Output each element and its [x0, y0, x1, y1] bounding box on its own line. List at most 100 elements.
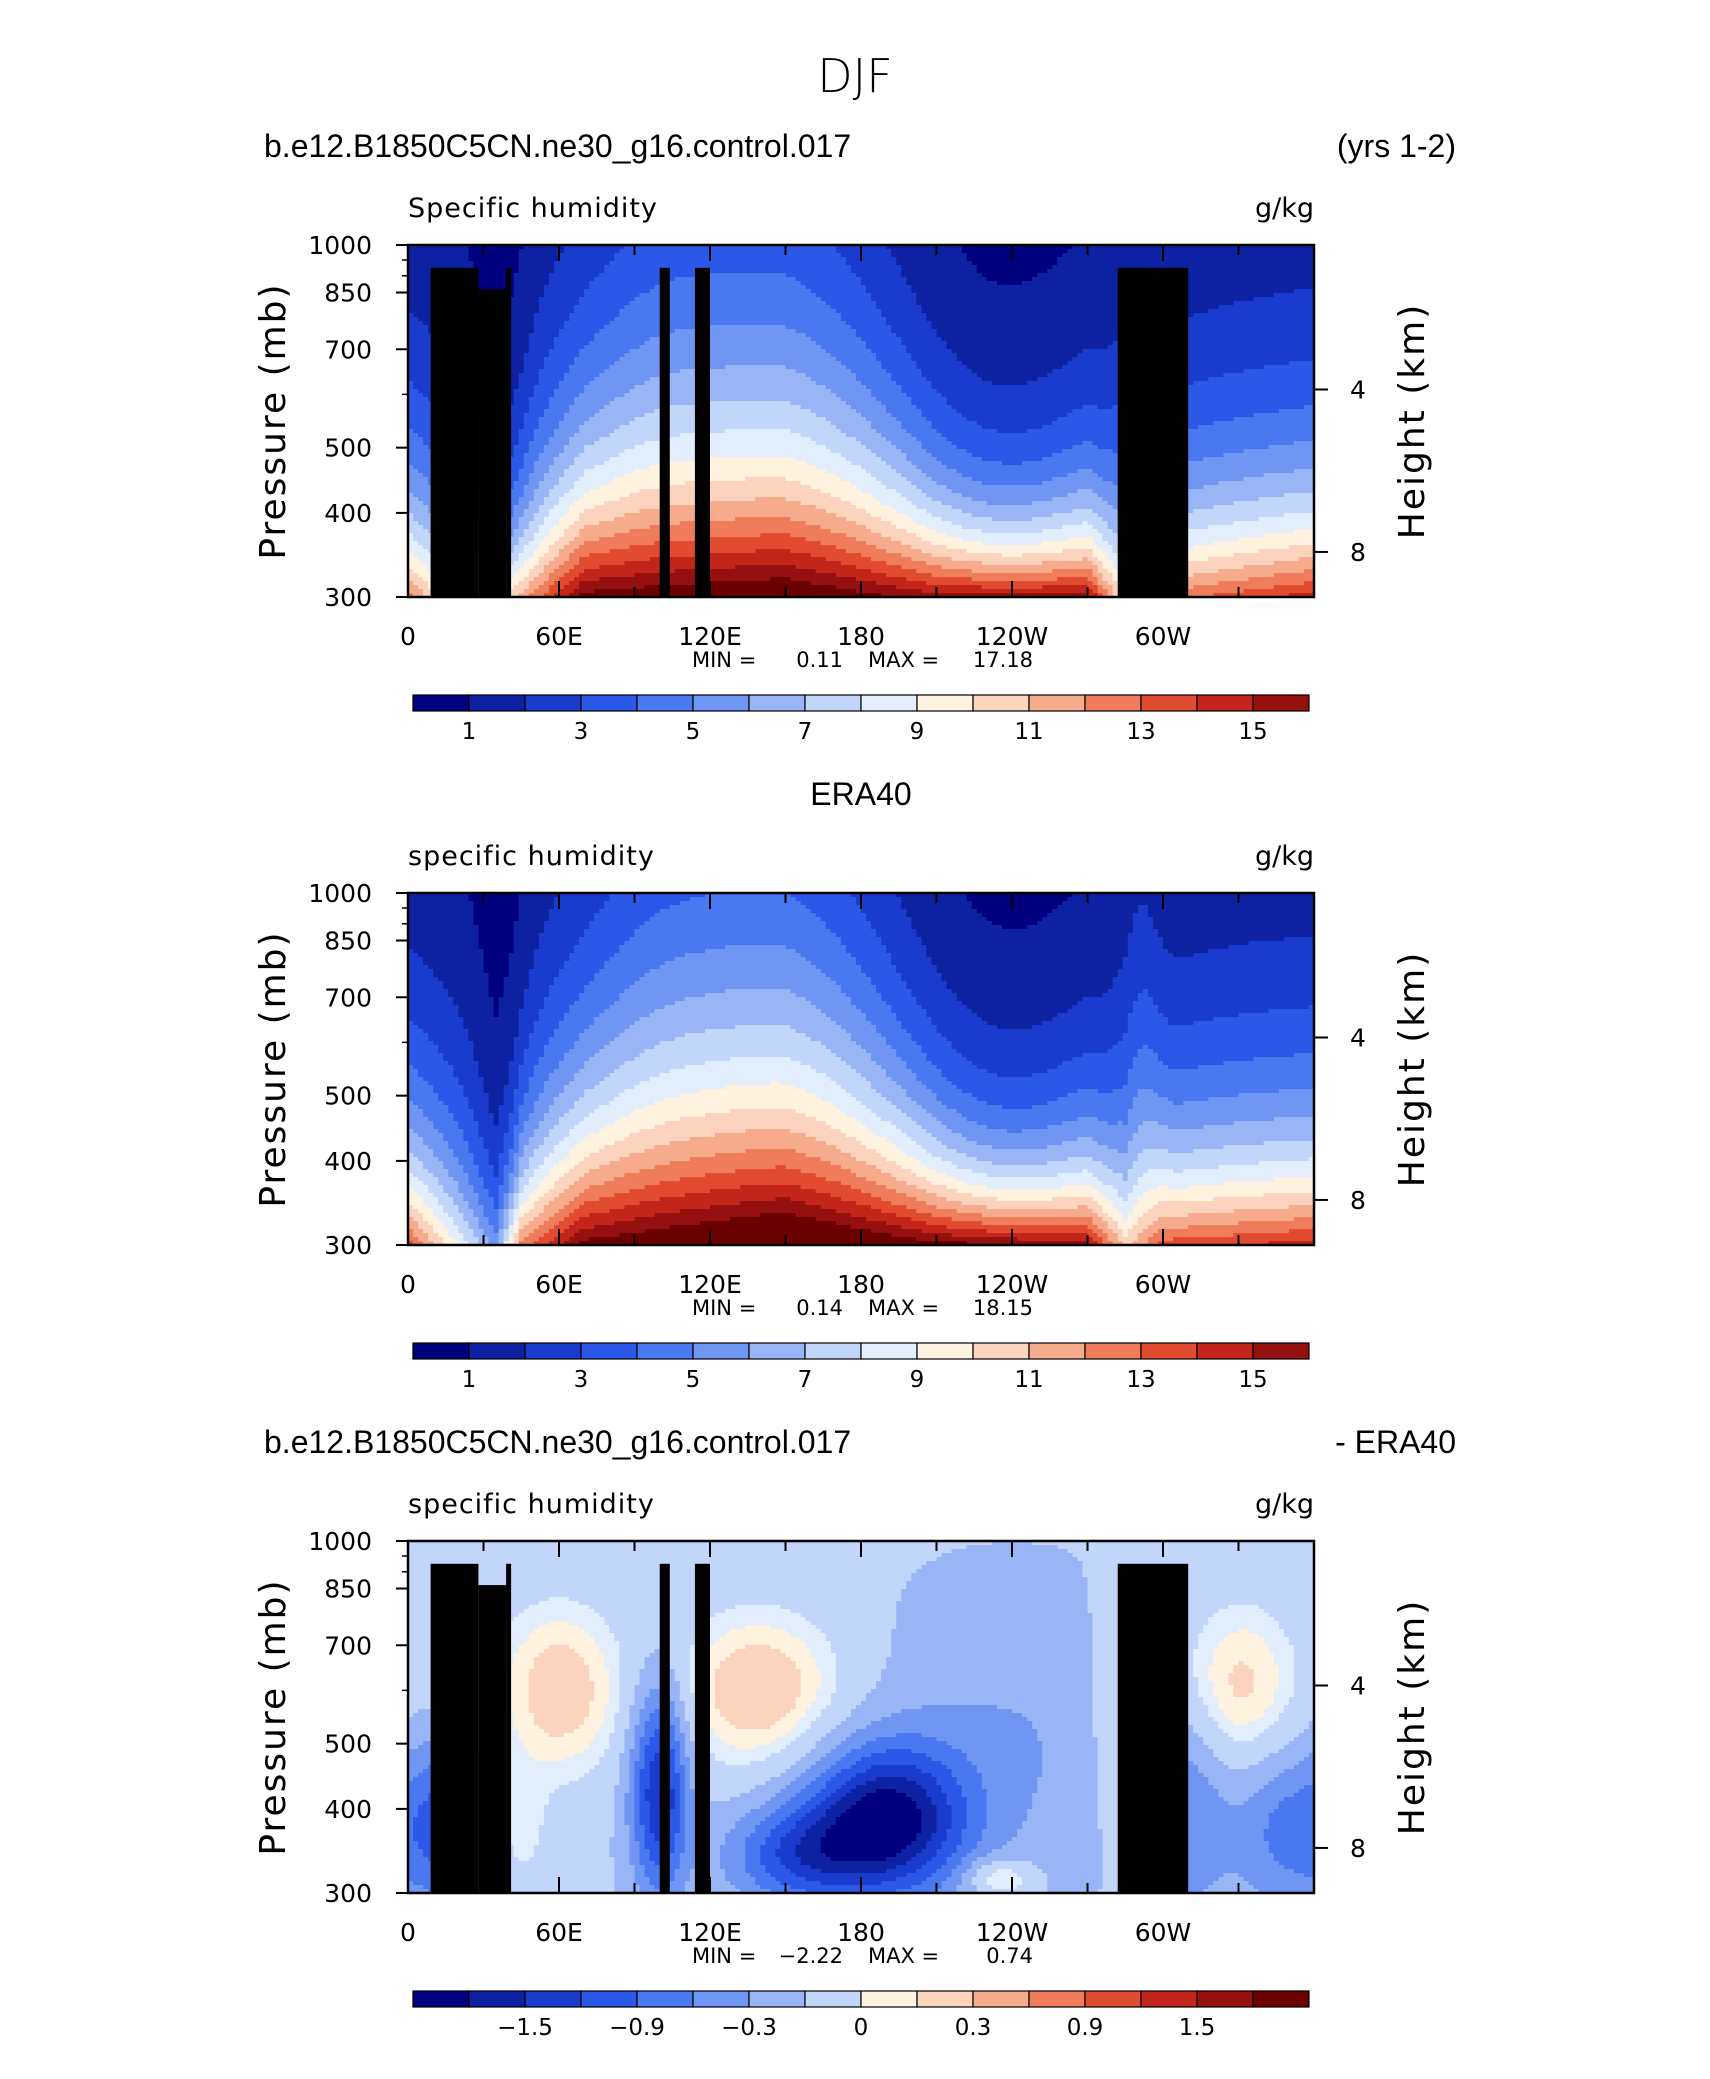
contour-cell: [509, 1233, 515, 1238]
contour-cell: [519, 469, 535, 474]
contour-cell: [760, 1805, 781, 1810]
contour-cell: [494, 1229, 500, 1234]
contour-cell: [881, 1065, 907, 1070]
y-tick-label: 1000: [308, 879, 372, 908]
topography-mask: [431, 268, 479, 597]
contour-cell: [856, 1117, 882, 1122]
contour-cell: [952, 1161, 993, 1166]
contour-cell: [816, 1217, 867, 1222]
contour-cell: [529, 449, 545, 454]
contour-cell: [952, 1821, 968, 1826]
contour-cell: [579, 993, 620, 998]
contour-cell: [670, 1693, 681, 1698]
contour-cell: [635, 981, 837, 986]
contour-cell: [589, 1745, 610, 1750]
contour-cell: [584, 1657, 605, 1662]
contour-cell: [423, 1229, 434, 1234]
contour-cell: [1239, 1013, 1315, 1018]
contour-cell: [574, 945, 620, 950]
contour-cell: [871, 1053, 897, 1058]
contour-cell: [937, 1813, 953, 1818]
contour-cell: [675, 1001, 812, 1006]
contour-cell: [1143, 1213, 1189, 1218]
contour-cell: [594, 973, 645, 978]
contour-cell: [675, 1725, 681, 1730]
contour-cell: [1077, 1557, 1314, 1562]
contour-cell: [1128, 1233, 1139, 1238]
contour-cell: [478, 945, 514, 950]
contour-cell: [448, 1145, 469, 1150]
contour-cell: [1103, 1217, 1114, 1222]
contour-cell: [539, 505, 555, 510]
contour-cell: [806, 461, 852, 466]
contour-cell: [891, 1005, 922, 1010]
contour-cell: [1203, 1697, 1219, 1702]
contour-cell: [534, 1021, 560, 1026]
contour-cell: [443, 1133, 464, 1138]
contour-cell: [921, 1161, 952, 1166]
contour-cell: [559, 1141, 580, 1146]
contour-cell: [408, 1193, 419, 1198]
contour-cell: [1269, 1753, 1310, 1758]
contour-cell: [957, 1209, 1094, 1214]
contour-cell: [1264, 1637, 1290, 1642]
contour-cell: [1108, 1197, 1124, 1202]
contour-cell: [609, 897, 690, 902]
contour-cell: [937, 457, 983, 462]
contour-cell: [896, 1605, 1088, 1610]
contour-cell: [640, 1081, 771, 1086]
contour-cell: [554, 901, 605, 906]
contour-cell: [886, 405, 917, 410]
contour-cell: [796, 1793, 817, 1798]
contour-cell: [982, 1777, 1038, 1782]
contour-cell: [1032, 517, 1103, 522]
contour-cell: [463, 1213, 474, 1218]
contour-cell: [921, 1081, 952, 1086]
contour-cell: [478, 1069, 509, 1074]
contour-cell: [987, 1205, 1078, 1210]
contour-cell: [700, 325, 786, 330]
contour-cell: [574, 1233, 620, 1238]
height-tick-label: 8: [1350, 538, 1366, 567]
contour-cell: [484, 1145, 505, 1150]
contour-cell: [1233, 501, 1314, 506]
contour-cell: [509, 1769, 590, 1774]
contour-cell: [544, 445, 565, 450]
contour-cell: [1002, 553, 1023, 558]
contour-cell: [831, 1641, 892, 1646]
contour-cell: [1138, 1129, 1315, 1134]
contour-cell: [921, 1145, 947, 1150]
contour-cell: [1208, 1617, 1274, 1622]
contour-cell: [413, 1205, 429, 1210]
colorbar-swatch: [1141, 695, 1197, 711]
contour-cell: [594, 1765, 620, 1770]
contour-cell: [519, 581, 530, 586]
contour-cell: [509, 1789, 555, 1794]
contour-cell: [967, 417, 1058, 422]
contour-cell: [584, 929, 635, 934]
contour-cell: [1269, 1813, 1315, 1818]
contour-cell: [549, 1189, 565, 1194]
contour-cell: [529, 1693, 595, 1698]
contour-cell: [509, 1801, 550, 1806]
contour-cell: [942, 1761, 973, 1766]
contour-cell: [408, 1225, 419, 1230]
contour-cell: [836, 1773, 857, 1778]
contour-cell: [916, 1209, 957, 1214]
contour-cell: [831, 1701, 862, 1706]
y-tick-label: 400: [324, 499, 372, 528]
contour-cell: [1279, 1749, 1315, 1754]
contour-cell: [1213, 541, 1314, 546]
contour-cell: [972, 901, 1063, 906]
contour-cell: [962, 1749, 1043, 1754]
contour-cell: [997, 429, 1028, 434]
contour-cell: [624, 1205, 710, 1210]
contour-cell: [856, 1005, 892, 1010]
contour-cell: [1259, 1733, 1300, 1738]
contour-cell: [916, 1173, 947, 1178]
contour-cell: [509, 1125, 515, 1130]
contour-cell: [901, 337, 942, 342]
contour-cell: [937, 969, 1119, 974]
contour-cell: [473, 1113, 494, 1118]
contour-cell: [1289, 1641, 1315, 1646]
